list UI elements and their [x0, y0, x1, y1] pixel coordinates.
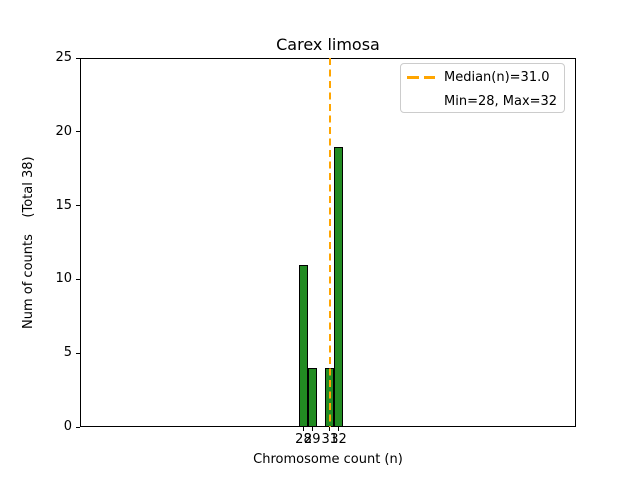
- legend: Median(n)=31.0 Min=28, Max=32: [400, 63, 565, 113]
- x-tick-label: 32: [330, 432, 347, 447]
- legend-entry-median: Median(n)=31.0: [444, 70, 550, 85]
- y-tick-label: 15: [55, 197, 72, 213]
- x-tick-mark: [329, 427, 331, 431]
- y-tick-label: 25: [55, 50, 72, 65]
- x-tick-mark: [338, 427, 340, 431]
- x-tick-label: 29: [303, 432, 321, 447]
- plot-area: [80, 58, 576, 427]
- histogram-bar: [334, 146, 343, 427]
- histogram-bar: [307, 367, 317, 427]
- histogram-bar: [299, 264, 308, 427]
- median-line-legend-sample-icon: [407, 76, 435, 79]
- y-tick-label: 20: [55, 123, 72, 139]
- x-tick-mark: [311, 427, 313, 431]
- y-tick-mark: [76, 426, 80, 428]
- chart-title: Carex limosa: [276, 35, 380, 54]
- median-line: [328, 58, 331, 427]
- y-tick-mark: [76, 131, 80, 133]
- y-axis-label: Num of counts (Total 38): [21, 156, 36, 329]
- x-tick-label: 28: [295, 432, 312, 447]
- y-tick-mark: [76, 205, 80, 207]
- y-tick-label: 10: [55, 271, 72, 287]
- y-tick-mark: [76, 57, 80, 59]
- y-tick-mark: [76, 352, 80, 354]
- x-tick-label: 31: [321, 432, 339, 447]
- x-tick-mark: [302, 427, 304, 431]
- y-tick-label: 5: [63, 345, 72, 361]
- x-axis-label: Chromosome count (n): [253, 452, 403, 467]
- y-tick-label: 0: [63, 419, 72, 434]
- legend-row-median: Median(n)=31.0: [401, 67, 564, 88]
- legend-entry-minmax: Min=28, Max=32: [444, 94, 558, 109]
- y-tick-mark: [76, 278, 80, 280]
- legend-row-minmax: Min=28, Max=32: [401, 91, 564, 112]
